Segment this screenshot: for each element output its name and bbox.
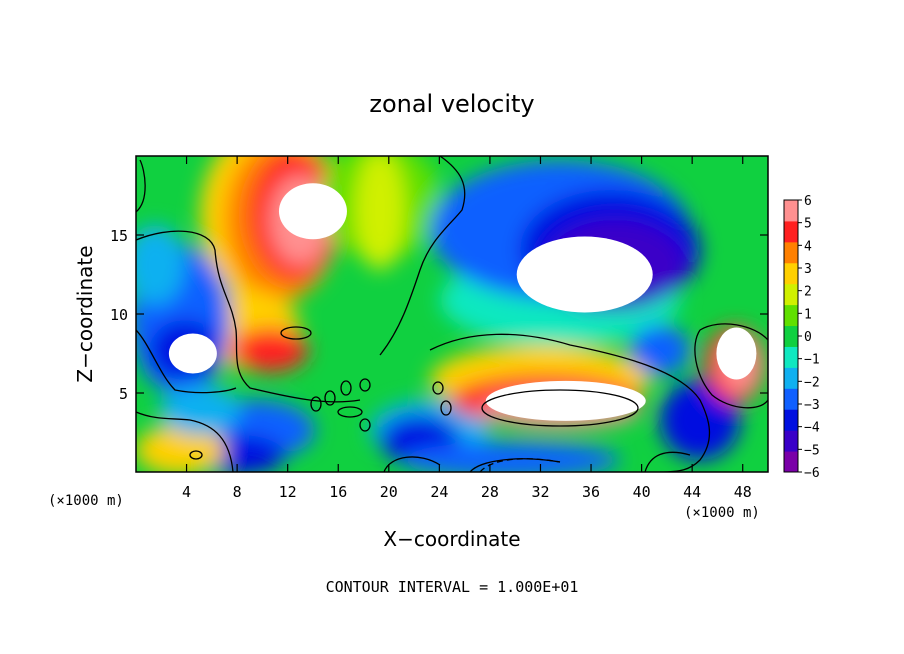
contour-line <box>479 458 561 472</box>
colorbar-segment <box>784 367 798 389</box>
x-tick-label: 24 <box>430 483 448 501</box>
x-tick-label: 36 <box>582 483 600 501</box>
colorbar-tick-label: 2 <box>804 285 812 300</box>
contour-line <box>694 323 768 409</box>
colorbar-tick-label: 1 <box>804 307 812 322</box>
contour-line <box>359 378 371 392</box>
field-patch <box>630 325 690 375</box>
contour-line <box>432 381 444 395</box>
field-patch <box>400 442 620 472</box>
colorbar-tick-label: 4 <box>804 239 812 254</box>
contour-line <box>136 411 234 472</box>
colorbar-tick-label: 3 <box>804 262 812 277</box>
colorbar-tick-label: −3 <box>804 398 820 413</box>
colorbar-tick-label: −5 <box>804 443 820 458</box>
x-tick-label: 40 <box>633 483 651 501</box>
y-tick-label: 15 <box>110 227 128 245</box>
x-tick-label: 20 <box>380 483 398 501</box>
colorbar-segment <box>784 325 798 347</box>
extreme-core <box>516 236 653 313</box>
extreme-core <box>716 327 757 380</box>
field-patch <box>136 225 185 305</box>
colorbar-tick-label: −6 <box>804 466 820 481</box>
colorbar-segment <box>784 241 798 264</box>
contour-line <box>136 159 361 403</box>
contour-line <box>644 451 691 472</box>
colorbar-segment <box>784 409 798 431</box>
contour-line <box>429 333 711 472</box>
colorbar-segment <box>784 388 798 410</box>
x-axis-ticks: 4 8 12 16 20 24 28 32 36 40 44 48 <box>182 156 752 501</box>
x-tick-label: 28 <box>481 483 499 501</box>
contour-line <box>280 326 312 340</box>
field-patch <box>232 328 308 372</box>
contour-line <box>189 450 203 460</box>
colorbar-tick-label: −4 <box>804 421 820 436</box>
colorbar-segment <box>784 220 798 243</box>
colorbar-segment <box>784 283 798 306</box>
contour-line <box>440 400 452 416</box>
field-patch <box>160 385 240 435</box>
contour-line <box>136 329 237 394</box>
y-tick-label: 5 <box>119 385 128 403</box>
x-tick-label: 32 <box>531 483 549 501</box>
contour-line <box>359 418 371 432</box>
contour-line <box>324 390 336 406</box>
x-tick-label: 44 <box>683 483 701 501</box>
colorbar: 6 5 4 3 2 1 0 −1 −2 −3 −4 −5 −6 <box>783 194 820 481</box>
field-patch <box>136 425 225 472</box>
colorbar-tick-label: 5 <box>804 217 812 232</box>
colorbar-tick-label: −1 <box>804 353 820 368</box>
x-tick-label: 12 <box>279 483 297 501</box>
extreme-core <box>278 183 347 240</box>
contour-line <box>340 380 352 396</box>
chart-title: zonal velocity <box>369 90 534 118</box>
colorbar-segment <box>784 346 798 368</box>
x-tick-label: 8 <box>233 483 242 501</box>
colorbar-segment <box>784 430 798 452</box>
x-tick-label: 4 <box>182 483 191 501</box>
colorbar-segment <box>784 200 798 222</box>
field-patch <box>355 156 405 270</box>
colorbar-tick-label: −2 <box>804 375 820 390</box>
contour-line <box>379 156 466 356</box>
y-axis-label: Z−coordinate <box>73 245 97 382</box>
contour-line <box>481 389 639 427</box>
x-axis-unit: (×1000 m) <box>684 505 760 521</box>
y-tick-label: 10 <box>110 306 128 324</box>
colorbar-tick-label: 0 <box>804 330 812 345</box>
extreme-core <box>485 380 646 421</box>
y-axis-unit: (×1000 m) <box>48 493 124 509</box>
colorbar-segment <box>784 451 798 473</box>
y-axis-ticks: 5 10 15 <box>110 227 768 403</box>
x-axis-label: X−coordinate <box>383 527 520 551</box>
x-tick-label: 48 <box>734 483 752 501</box>
colorbar-tick-label: 6 <box>804 194 812 209</box>
contour-lines <box>136 156 768 472</box>
extreme-core <box>168 333 217 374</box>
extreme-cores <box>168 183 757 421</box>
colorbar-segment <box>784 304 798 327</box>
colorbar-segment <box>784 262 798 285</box>
contour-line <box>310 396 322 412</box>
contour-line <box>337 406 363 418</box>
contour-interval-note: CONTOUR INTERVAL = 1.000E+01 <box>326 578 579 596</box>
x-tick-label: 16 <box>329 483 347 501</box>
